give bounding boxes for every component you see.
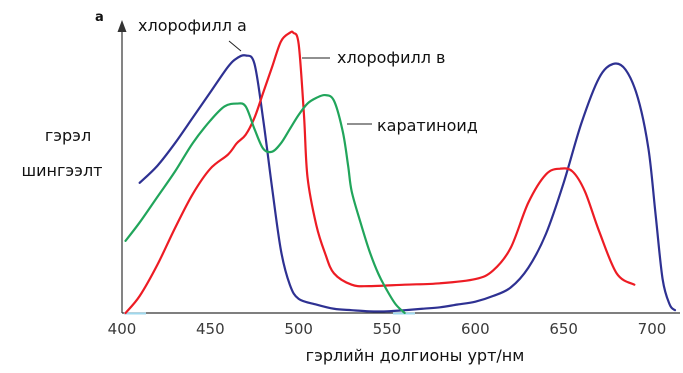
- x-tick-labels: 400 450 500 550 600 650 700: [108, 320, 667, 338]
- y-axis-label-line-1: гэрэл: [45, 126, 91, 145]
- x-tick-label: 600: [461, 320, 490, 338]
- x-tick-label: 400: [108, 320, 137, 338]
- x-tick-label: 500: [284, 320, 313, 338]
- annotation-label-chlorophyll-a: хлорофилл а: [138, 16, 247, 35]
- annotation-layer: хлорофилл а хлорофилл в каратиноид: [138, 16, 478, 135]
- annotation-leader-chlorophyll-a: [228, 40, 242, 52]
- x-tick-label: 450: [196, 320, 225, 338]
- panel-letter: a: [95, 10, 104, 25]
- series-line-carotenoid: [124, 93, 406, 315]
- annotation-label-chlorophyll-b: хлорофилл в: [337, 48, 445, 67]
- x-tick-label: 700: [638, 320, 667, 338]
- x-axis-label: гэрлийн долгионы урт/нм: [306, 346, 525, 365]
- series-line-chlorophyll-a: [138, 54, 677, 313]
- x-tick-label: 550: [373, 320, 402, 338]
- y-axis-label-line-2: шингээлт: [21, 161, 102, 180]
- series-line-chlorophyll-b: [124, 30, 636, 315]
- series-layer: [124, 30, 677, 315]
- annotation-label-carotenoid: каратиноид: [377, 116, 478, 135]
- y-axis-arrow-icon: [117, 20, 127, 32]
- x-tick-label: 650: [549, 320, 578, 338]
